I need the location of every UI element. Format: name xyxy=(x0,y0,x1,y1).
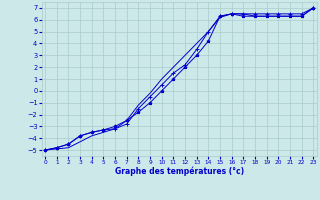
X-axis label: Graphe des températures (°c): Graphe des températures (°c) xyxy=(115,167,244,176)
